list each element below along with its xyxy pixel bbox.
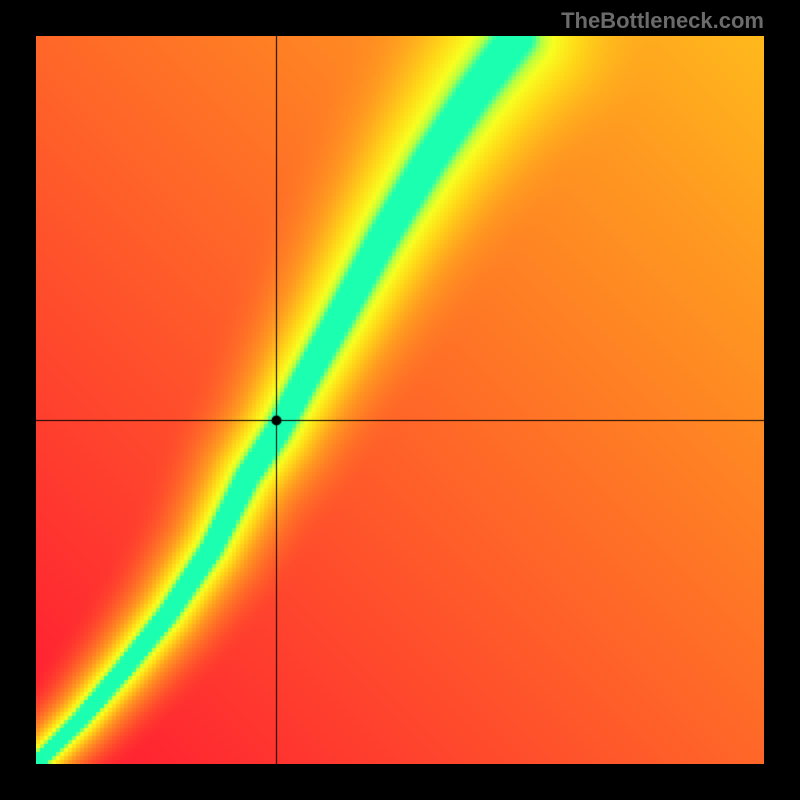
bottleneck-heatmap xyxy=(36,36,764,764)
chart-container: TheBottleneck.com xyxy=(0,0,800,800)
watermark-text: TheBottleneck.com xyxy=(561,8,764,34)
